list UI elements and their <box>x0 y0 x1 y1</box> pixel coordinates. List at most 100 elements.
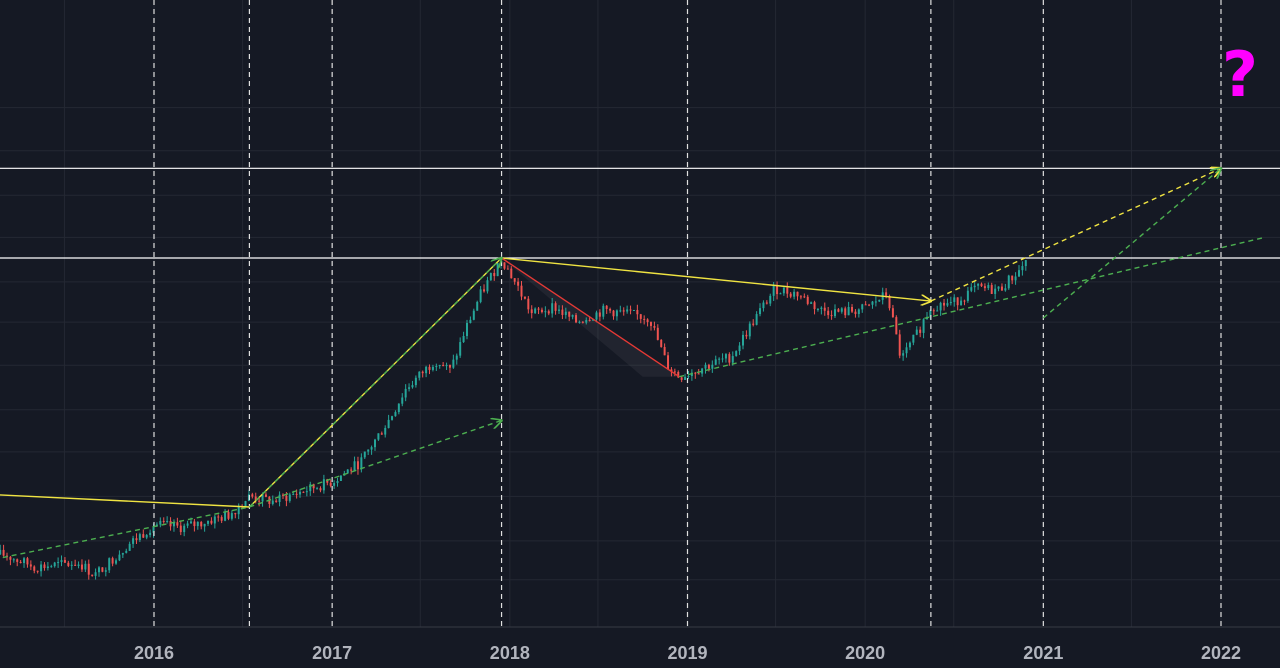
candle <box>936 305 939 312</box>
question-mark-annotation: ? <box>1222 38 1258 111</box>
candle <box>53 561 56 568</box>
candle <box>851 304 854 314</box>
trendline[interactable] <box>248 257 503 508</box>
candle <box>278 491 281 507</box>
candle <box>793 288 796 300</box>
candle <box>745 330 748 340</box>
candle <box>23 556 26 568</box>
candle <box>891 304 894 318</box>
trendline[interactable] <box>501 257 680 378</box>
candle <box>176 517 179 528</box>
candle <box>455 353 458 365</box>
candle <box>125 548 128 554</box>
candle <box>523 296 526 300</box>
trendline[interactable] <box>0 506 250 563</box>
trendline[interactable] <box>501 257 931 301</box>
candle <box>264 492 267 498</box>
candle <box>384 425 387 438</box>
candle <box>704 362 707 374</box>
candle <box>302 491 305 493</box>
candle <box>598 309 601 322</box>
candle <box>67 560 70 568</box>
candle <box>786 282 789 298</box>
candle <box>1011 275 1014 285</box>
candle <box>506 265 509 270</box>
candle <box>684 373 687 380</box>
candle <box>714 355 717 366</box>
candle <box>977 283 980 290</box>
trendline[interactable] <box>0 494 250 508</box>
candle <box>1000 283 1003 291</box>
candle <box>673 368 676 377</box>
candle <box>0 544 2 555</box>
candle <box>806 294 809 306</box>
trendline[interactable] <box>679 236 1265 378</box>
candle <box>649 321 652 331</box>
candle <box>258 497 261 507</box>
candle <box>636 304 639 320</box>
candle <box>183 523 186 537</box>
candle <box>908 341 911 351</box>
candle <box>60 555 63 567</box>
candle <box>448 364 451 373</box>
candle <box>268 496 271 508</box>
trendline[interactable] <box>1042 168 1221 319</box>
candle <box>333 480 336 489</box>
candle <box>200 520 203 530</box>
candle <box>973 281 976 293</box>
trendline[interactable] <box>249 420 501 508</box>
candle <box>442 362 445 367</box>
candle <box>1024 260 1027 271</box>
candle <box>847 301 850 316</box>
candle <box>656 324 659 341</box>
candle <box>425 365 428 378</box>
candle <box>101 567 104 573</box>
candle <box>517 277 520 291</box>
candle <box>394 410 397 417</box>
candle <box>820 306 823 315</box>
candle <box>602 303 605 320</box>
candle <box>895 315 898 335</box>
candle <box>329 480 332 488</box>
candle <box>63 557 66 563</box>
candle <box>575 313 578 324</box>
candle <box>121 552 124 559</box>
candle <box>472 308 475 321</box>
candle <box>322 474 325 494</box>
candle <box>946 298 949 307</box>
candle <box>104 567 107 577</box>
candle <box>404 384 407 402</box>
candle <box>554 301 557 315</box>
candle <box>115 558 118 565</box>
candle <box>701 367 704 377</box>
candle <box>789 291 792 299</box>
candle <box>128 541 131 551</box>
candle <box>377 433 380 441</box>
candle <box>646 318 649 327</box>
candle <box>547 309 550 316</box>
candle <box>319 486 322 493</box>
candle <box>629 305 632 315</box>
candle <box>353 456 356 472</box>
candle <box>438 364 441 369</box>
candle <box>210 517 213 525</box>
candle <box>29 560 32 571</box>
candle <box>36 570 39 574</box>
candle <box>759 303 762 317</box>
candle <box>74 559 77 566</box>
candle <box>142 529 145 539</box>
candle <box>108 557 111 573</box>
candle <box>970 283 973 293</box>
candle <box>230 510 233 521</box>
candle <box>605 305 608 314</box>
trendline[interactable] <box>930 168 1221 302</box>
candle <box>26 556 29 568</box>
candle <box>994 284 997 299</box>
candle <box>816 308 819 312</box>
candle <box>196 521 199 530</box>
candle <box>57 557 60 568</box>
candle <box>534 307 537 315</box>
candle <box>217 514 220 522</box>
